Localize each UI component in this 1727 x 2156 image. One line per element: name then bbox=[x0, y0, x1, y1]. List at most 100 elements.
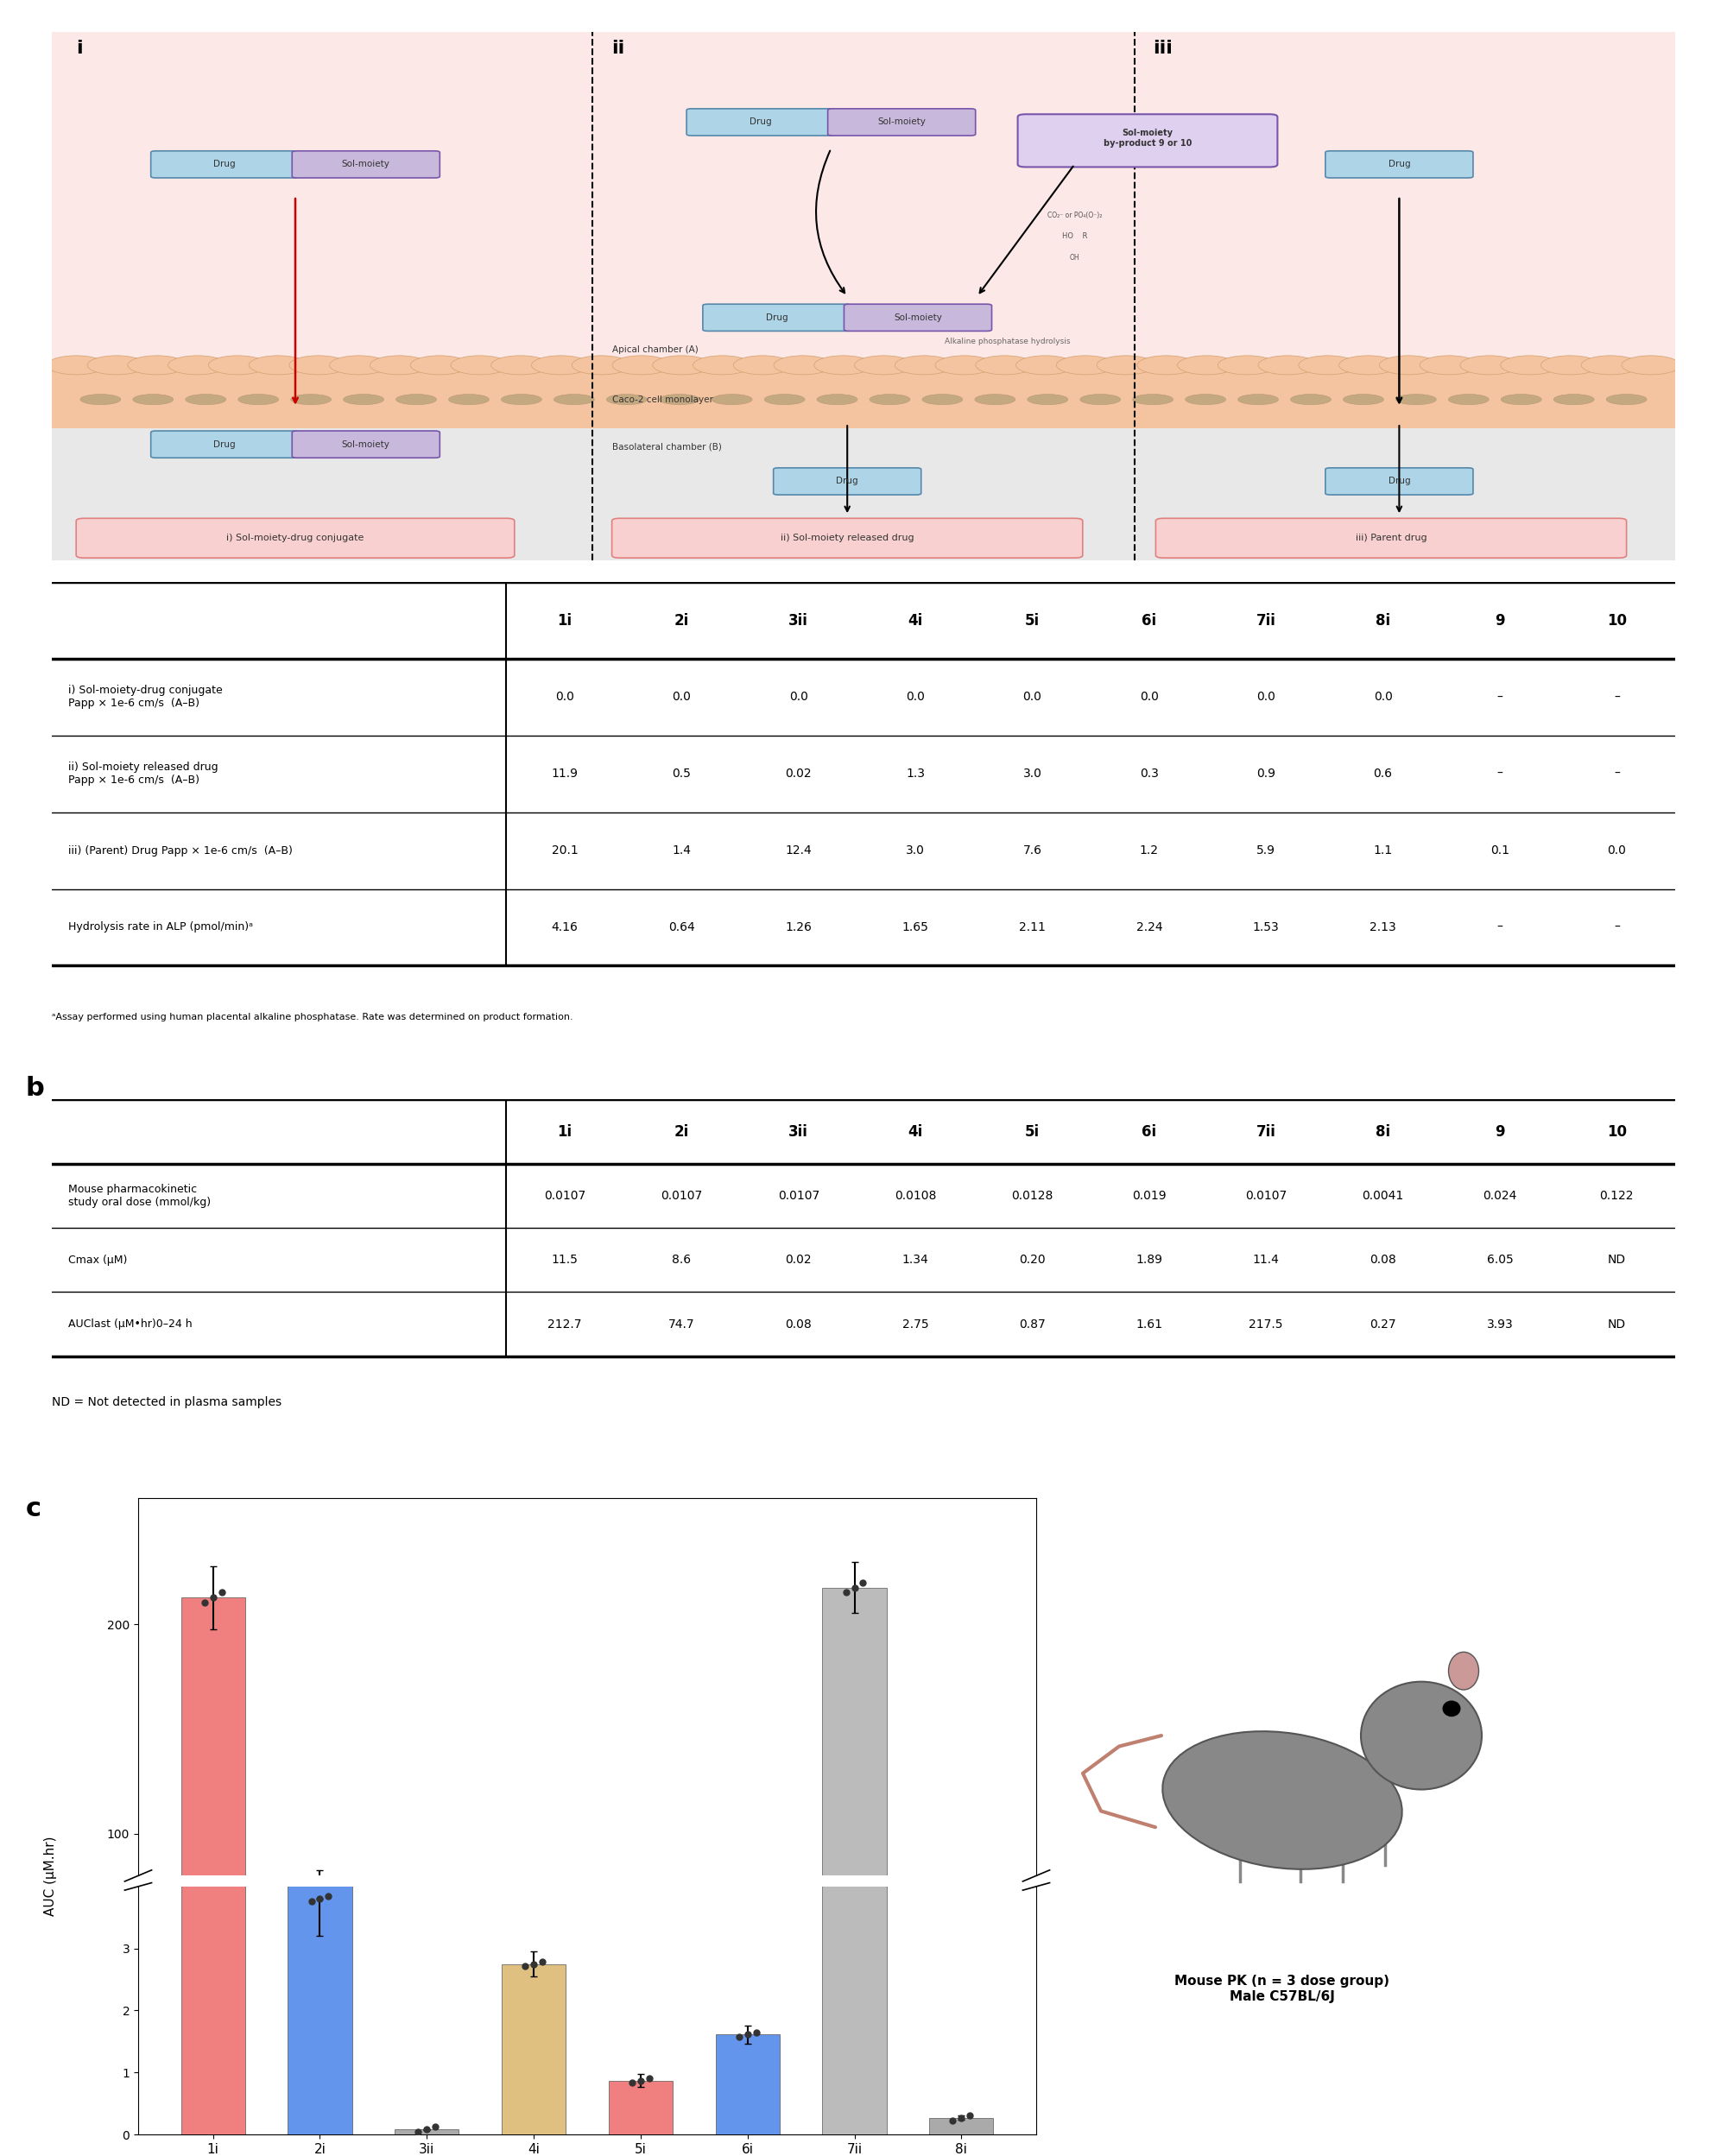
Text: 0.08: 0.08 bbox=[1370, 1255, 1395, 1266]
Text: 1.3: 1.3 bbox=[907, 768, 926, 780]
Ellipse shape bbox=[238, 395, 278, 405]
Circle shape bbox=[1338, 356, 1397, 375]
Text: 0.0: 0.0 bbox=[1608, 845, 1627, 856]
Text: ND: ND bbox=[1608, 1317, 1625, 1330]
Text: 0.0: 0.0 bbox=[789, 692, 808, 703]
Text: Cmax (μM): Cmax (μM) bbox=[67, 1255, 128, 1266]
Ellipse shape bbox=[817, 395, 858, 405]
Text: 1i: 1i bbox=[558, 1123, 572, 1138]
Text: 0.019: 0.019 bbox=[1133, 1190, 1166, 1201]
Ellipse shape bbox=[765, 395, 805, 405]
Text: 0.0: 0.0 bbox=[1373, 692, 1392, 703]
Text: Drug: Drug bbox=[214, 160, 237, 168]
Text: 0.08: 0.08 bbox=[786, 1317, 812, 1330]
Text: 6.05: 6.05 bbox=[1487, 1255, 1513, 1266]
Text: 0.0128: 0.0128 bbox=[1012, 1190, 1053, 1201]
FancyBboxPatch shape bbox=[774, 468, 920, 494]
Ellipse shape bbox=[712, 395, 753, 405]
Bar bbox=[715, 2035, 779, 2134]
Ellipse shape bbox=[133, 395, 173, 405]
Text: 0.02: 0.02 bbox=[786, 1255, 812, 1266]
Text: 3ii: 3ii bbox=[789, 612, 808, 627]
Circle shape bbox=[1420, 356, 1478, 375]
Text: Sol-moiety: Sol-moiety bbox=[342, 440, 390, 448]
Text: 7ii: 7ii bbox=[1256, 1123, 1276, 1138]
Circle shape bbox=[693, 356, 751, 375]
Text: iii) Parent drug: iii) Parent drug bbox=[1356, 533, 1427, 541]
Bar bbox=[822, 1587, 886, 2044]
Ellipse shape bbox=[1162, 1731, 1402, 1869]
Text: 8i: 8i bbox=[1376, 1123, 1390, 1138]
Circle shape bbox=[611, 356, 670, 375]
FancyBboxPatch shape bbox=[1017, 114, 1278, 166]
Ellipse shape bbox=[606, 395, 648, 405]
Text: Drug: Drug bbox=[1389, 476, 1411, 485]
Text: 4i: 4i bbox=[908, 612, 922, 627]
Text: 0.3: 0.3 bbox=[1140, 768, 1159, 780]
Text: 0.9: 0.9 bbox=[1257, 768, 1276, 780]
Ellipse shape bbox=[922, 395, 962, 405]
Text: 1.1: 1.1 bbox=[1373, 845, 1392, 856]
FancyBboxPatch shape bbox=[292, 431, 440, 457]
Circle shape bbox=[330, 356, 389, 375]
Text: Mouse PK (n = 3 dose group)
Male C57BL/6J: Mouse PK (n = 3 dose group) Male C57BL/6… bbox=[1174, 1975, 1390, 2003]
Text: ii) Sol-moiety released drug
Papp × 1e-6 cm/s  (A–B): ii) Sol-moiety released drug Papp × 1e-6… bbox=[67, 761, 218, 787]
Text: 0.1: 0.1 bbox=[1490, 845, 1509, 856]
Circle shape bbox=[490, 356, 549, 375]
Text: 2.11: 2.11 bbox=[1019, 921, 1045, 934]
Ellipse shape bbox=[1554, 395, 1594, 405]
Circle shape bbox=[532, 356, 591, 375]
Ellipse shape bbox=[1079, 395, 1121, 405]
Text: –: – bbox=[1613, 768, 1620, 780]
Ellipse shape bbox=[449, 395, 489, 405]
Circle shape bbox=[47, 356, 105, 375]
Bar bbox=[181, 1598, 245, 2044]
Bar bbox=[715, 2040, 779, 2044]
Text: 1.89: 1.89 bbox=[1136, 1255, 1162, 1266]
Ellipse shape bbox=[1606, 395, 1648, 405]
Text: Sol-moiety: Sol-moiety bbox=[342, 160, 390, 168]
Text: 6i: 6i bbox=[1142, 1123, 1157, 1138]
Bar bbox=[501, 2037, 566, 2044]
Ellipse shape bbox=[869, 395, 910, 405]
FancyBboxPatch shape bbox=[845, 304, 991, 332]
FancyBboxPatch shape bbox=[292, 151, 440, 177]
Text: 0.0107: 0.0107 bbox=[661, 1190, 703, 1201]
Text: 0.0: 0.0 bbox=[1022, 692, 1041, 703]
Text: 0.122: 0.122 bbox=[1599, 1190, 1634, 1201]
Bar bbox=[288, 1886, 352, 2044]
Text: ND: ND bbox=[1608, 1255, 1625, 1266]
Circle shape bbox=[1015, 356, 1074, 375]
Ellipse shape bbox=[344, 395, 383, 405]
Text: Drug: Drug bbox=[836, 476, 858, 485]
Text: 0.0041: 0.0041 bbox=[1363, 1190, 1404, 1201]
Text: 3.0: 3.0 bbox=[907, 845, 926, 856]
Text: 3.0: 3.0 bbox=[1022, 768, 1041, 780]
FancyBboxPatch shape bbox=[1325, 151, 1473, 177]
Text: Drug: Drug bbox=[765, 313, 788, 321]
Ellipse shape bbox=[660, 395, 699, 405]
Text: Caco-2 cell monolayer: Caco-2 cell monolayer bbox=[611, 395, 713, 403]
Bar bbox=[395, 2130, 459, 2134]
Text: 7.6: 7.6 bbox=[1022, 845, 1041, 856]
Text: i: i bbox=[76, 39, 83, 56]
Text: iii: iii bbox=[1152, 39, 1173, 56]
Circle shape bbox=[1380, 356, 1439, 375]
Text: Drug: Drug bbox=[750, 119, 772, 127]
Text: ii) Sol-moiety released drug: ii) Sol-moiety released drug bbox=[781, 533, 914, 541]
Text: i) Sol-moiety-drug conjugate
Papp × 1e-6 cm/s  (A–B): i) Sol-moiety-drug conjugate Papp × 1e-6… bbox=[67, 686, 223, 709]
FancyBboxPatch shape bbox=[76, 517, 515, 558]
Text: 7ii: 7ii bbox=[1256, 612, 1276, 627]
Circle shape bbox=[774, 356, 832, 375]
Text: Hydrolysis rate in ALP (pmol/min)ᵃ: Hydrolysis rate in ALP (pmol/min)ᵃ bbox=[67, 921, 252, 934]
Text: 0.87: 0.87 bbox=[1019, 1317, 1045, 1330]
Ellipse shape bbox=[79, 395, 121, 405]
Ellipse shape bbox=[1290, 395, 1332, 405]
Text: OH: OH bbox=[1069, 254, 1079, 261]
Bar bbox=[822, 0, 886, 2134]
Circle shape bbox=[451, 356, 509, 375]
Text: 0.0: 0.0 bbox=[672, 692, 691, 703]
Text: ᵃAssay performed using human placental alkaline phosphatase. Rate was determined: ᵃAssay performed using human placental a… bbox=[52, 1013, 573, 1022]
Ellipse shape bbox=[1133, 395, 1173, 405]
Text: 8i: 8i bbox=[1376, 612, 1390, 627]
